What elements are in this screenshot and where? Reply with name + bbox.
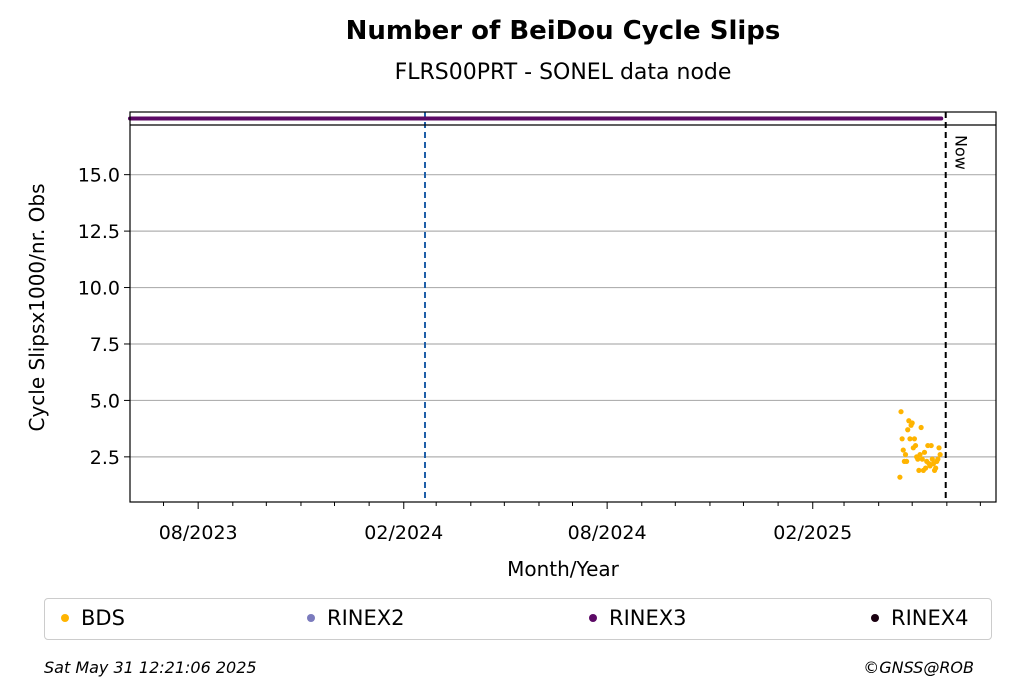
y-tick-label: 15.0 xyxy=(78,165,120,187)
y-axis-label: Cycle Slipsx1000/nr. Obs xyxy=(25,183,49,431)
bds-point xyxy=(935,456,941,462)
bds-point xyxy=(923,465,929,471)
legend-marker-rinex3 xyxy=(589,614,597,622)
y-tick-label: 12.5 xyxy=(78,221,120,243)
bds-point xyxy=(928,442,934,449)
legend-marker-rinex2 xyxy=(307,614,315,622)
x-axis-label: Month/Year xyxy=(507,557,620,581)
x-tick-label: 02/2024 xyxy=(364,522,443,544)
legend-item-rinex2: RINEX2 xyxy=(307,606,405,630)
legend-marker-rinex4 xyxy=(871,614,879,622)
y-tick-label: 7.5 xyxy=(90,334,120,356)
legend-label-bds: BDS xyxy=(81,606,125,630)
bds-point xyxy=(921,449,928,455)
chart-title: Number of BeiDou Cycle Slips xyxy=(345,16,781,46)
bds-point xyxy=(937,451,943,458)
bds-point xyxy=(929,456,935,462)
legend-item-rinex4: RINEX4 xyxy=(871,606,969,630)
y-tick-label: 5.0 xyxy=(90,390,120,412)
chart-subtitle: FLRS00PRT - SONEL data node xyxy=(394,60,732,85)
bds-point xyxy=(898,409,904,415)
legend: BDS RINEX2 RINEX3 RINEX4 xyxy=(44,598,992,640)
bds-point xyxy=(919,456,925,462)
x-tick-label: 08/2023 xyxy=(159,522,238,544)
plot-frame xyxy=(129,111,997,503)
legend-item-rinex3: RINEX3 xyxy=(589,606,687,630)
bds-point xyxy=(902,451,909,458)
bds-point xyxy=(905,427,911,433)
footer-timestamp: Sat May 31 12:21:06 2025 xyxy=(44,658,257,677)
bds-point xyxy=(904,458,910,464)
bds-point xyxy=(916,467,922,473)
now-label: Now xyxy=(952,135,971,170)
bds-point xyxy=(933,465,939,471)
bds-point xyxy=(897,474,903,480)
bds-point xyxy=(900,447,906,453)
bds-point xyxy=(911,436,918,442)
bds-point xyxy=(899,436,905,442)
bds-point xyxy=(936,445,942,451)
y-tick-label: 10.0 xyxy=(78,278,120,300)
footer-credit: ©GNSS@ROB xyxy=(863,658,974,677)
legend-label-rinex2: RINEX2 xyxy=(327,606,405,630)
bds-point xyxy=(907,436,913,442)
legend-marker-bds xyxy=(61,614,69,622)
legend-label-rinex4: RINEX4 xyxy=(891,606,969,630)
legend-item-bds: BDS xyxy=(61,606,125,630)
bds-point xyxy=(918,424,924,431)
bds-point xyxy=(909,420,915,426)
bds-point xyxy=(917,451,923,458)
y-tick-label: 2.5 xyxy=(90,447,120,469)
x-tick-label: 08/2024 xyxy=(568,522,647,544)
bds-point xyxy=(912,442,919,449)
bds-point xyxy=(915,456,921,462)
x-tick-label: 02/2025 xyxy=(773,522,852,544)
legend-label-rinex3: RINEX3 xyxy=(609,606,687,630)
